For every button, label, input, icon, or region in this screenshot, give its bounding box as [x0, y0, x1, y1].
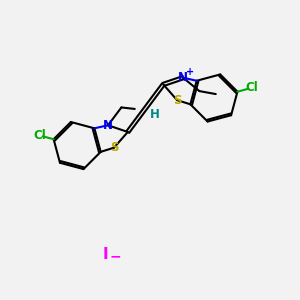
Text: S: S [173, 94, 181, 106]
Text: +: + [186, 68, 194, 77]
Text: N: N [103, 119, 113, 132]
Text: Cl: Cl [33, 129, 46, 142]
Text: I: I [103, 247, 108, 262]
Text: −: − [110, 249, 122, 263]
Text: N: N [178, 71, 188, 84]
Text: H: H [150, 109, 160, 122]
Text: Cl: Cl [245, 81, 258, 94]
Text: S: S [110, 141, 118, 154]
